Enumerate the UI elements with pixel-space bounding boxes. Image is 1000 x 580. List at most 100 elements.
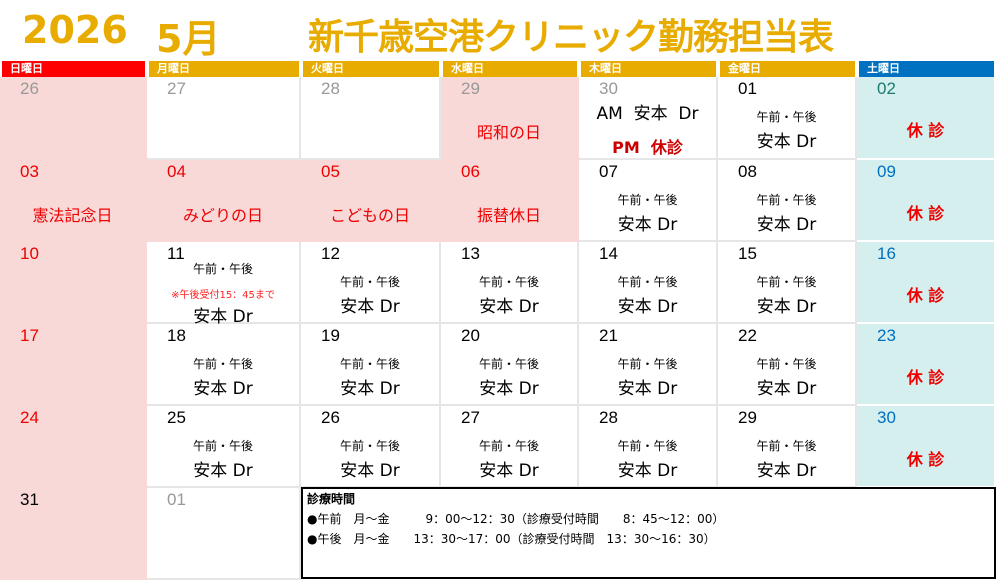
day-number: 07 <box>599 162 618 181</box>
day-cell: 28 <box>301 77 441 160</box>
day-cell: 23 休 診 <box>857 324 996 406</box>
doctor-name: 安本 Dr <box>479 297 539 317</box>
doctor-name: 安本 Dr <box>340 461 400 481</box>
closed-label: 休 診 <box>906 368 945 387</box>
shift-label: 午前・午後 <box>756 275 817 289</box>
day-number: 28 <box>321 79 340 98</box>
doctor-name: 安本 Dr <box>193 307 253 327</box>
day-number: 22 <box>738 326 757 345</box>
day-number: 04 <box>167 162 186 181</box>
doctor-name: 安本 Dr <box>193 379 253 399</box>
doctor-name: 安本 Dr <box>340 379 400 399</box>
day-number: 15 <box>738 244 757 263</box>
day-number: 20 <box>461 326 480 345</box>
doctor-name: 安本 Dr <box>756 461 817 481</box>
weekday-header: 木曜日 <box>581 61 716 77</box>
weekday-header: 土曜日 <box>859 61 994 77</box>
day-number: 01 <box>738 79 757 98</box>
shift-label: 午前・午後 <box>617 193 678 207</box>
weekday-header: 火曜日 <box>303 61 439 77</box>
day-number: 25 <box>167 408 186 427</box>
day-number: 19 <box>321 326 340 345</box>
day-number: 11 <box>167 244 185 263</box>
day-cell: 12 午前・午後安本 Dr <box>301 242 441 324</box>
shift-label: 午前・午後 <box>617 357 678 371</box>
shift-label: 午前・午後 <box>478 275 539 289</box>
shift-label: 午前・午後 <box>192 262 253 276</box>
holiday-label: こどもの日 <box>329 206 410 225</box>
holiday-label: みどりの日 <box>182 206 263 225</box>
shift-label: 午前・午後 <box>756 357 817 371</box>
day-cell: 05 こどもの日 <box>301 160 441 242</box>
day-cell: 08 午前・午後 安本 Dr <box>718 160 857 242</box>
day-cell: 27 <box>147 77 301 160</box>
closed-label: 休 診 <box>906 450 945 469</box>
day-cell: 18 午前・午後安本 Dr <box>147 324 301 406</box>
shift-label: 午前・午後 <box>617 275 678 289</box>
day-cell: 26 <box>0 77 147 160</box>
shift-label: 午前・午後 <box>617 439 678 453</box>
day-cell: 15 午前・午後安本 Dr <box>718 242 857 324</box>
day-number: 29 <box>461 79 480 98</box>
day-number: 13 <box>461 244 480 263</box>
doctor-name: 安本 Dr <box>756 215 817 235</box>
day-cell: 19 午前・午後安本 Dr <box>301 324 441 406</box>
day-cell: 27 午前・午後 安本 Dr <box>441 406 579 488</box>
day-number: 21 <box>599 326 618 345</box>
day-number: 30 <box>877 408 896 427</box>
doctor-name: 安本 Dr <box>756 297 817 317</box>
day-cell: 07 午前・午後安本 Dr <box>579 160 718 242</box>
day-number: 29 <box>738 408 757 427</box>
day-number: 14 <box>599 244 618 263</box>
day-number: 26 <box>20 79 39 98</box>
day-cell: 10 <box>0 242 147 324</box>
shift-label: 午前・午後 <box>339 357 400 371</box>
day-cell: 25 午前・午後 安本 Dr <box>147 406 301 488</box>
shift-label: 午前・午後 <box>478 357 539 371</box>
shift-label: 午前・午後 <box>478 439 539 453</box>
day-number: 28 <box>599 408 618 427</box>
doctor-name: 安本 Dr <box>193 461 253 481</box>
doctor-name: 安本 Dr <box>340 297 400 317</box>
day-number: 27 <box>167 79 186 98</box>
doctor-name: 安本 Dr <box>617 297 678 317</box>
day-cell: 20 午前・午後 安本 Dr <box>441 324 579 406</box>
day-number: 18 <box>167 326 186 345</box>
shift-label: 午前・午後 <box>339 275 400 289</box>
day-cell: 13 午前・午後安本 Dr <box>441 242 579 324</box>
clinic-hours-box: 診療時間 ●午前 月～金 9：00～12：30（診療受付時間 8：45～12：0… <box>301 487 996 579</box>
day-cell: 30 休 診 <box>857 406 996 488</box>
day-cell: 04 みどりの日 <box>147 160 301 242</box>
day-number: 08 <box>738 162 757 181</box>
day-number: 16 <box>877 244 896 263</box>
doctor-name: 安本 Dr <box>617 461 678 481</box>
day-cell: 17 <box>0 324 147 406</box>
day-number: 27 <box>461 408 480 427</box>
shift-label: 午前・午後 <box>192 357 253 371</box>
clinic-hours-title: 診療時間 <box>307 492 356 506</box>
day-number: 26 <box>321 408 340 427</box>
day-number: 06 <box>461 162 480 181</box>
day-number: 10 <box>20 244 39 263</box>
clinic-hours-pm: ●午後 月～金 13：30～17：00（診療受付時間 13：30～16：30） <box>307 532 716 546</box>
pm-closed: PM 休診 <box>612 138 683 157</box>
day-cell: 31 <box>0 488 147 580</box>
day-cell: 11 午前・午後 ※午後受付15：45まで 安本 Dr <box>147 242 301 327</box>
day-cell: 01 <box>147 488 301 580</box>
shift-label: 午前・午後 <box>339 439 400 453</box>
clinic-hours-am: ●午前 月～金 9：00～12：30（診療受付時間 8：45～12：00） <box>307 512 725 526</box>
day-number: 30 <box>599 79 618 98</box>
calendar-year: 2026 <box>22 8 128 52</box>
weekday-header: 月曜日 <box>149 61 299 77</box>
day-number: 31 <box>20 490 39 509</box>
day-cell: 01 午前・午後 安本 Dr <box>718 77 857 160</box>
weekday-header: 日曜日 <box>2 61 145 77</box>
day-number: 12 <box>321 244 340 263</box>
closed-label: 休 診 <box>906 204 945 223</box>
day-cell: 29 昭和の日 <box>441 77 579 160</box>
doctor-name: 安本 Dr <box>617 215 678 235</box>
am-doctor: AM 安本 Dr <box>596 104 699 124</box>
doctor-name: 安本 Dr <box>617 379 678 399</box>
day-cell: 28 午前・午後安本 Dr <box>579 406 718 488</box>
doctor-name: 安本 Dr <box>756 132 817 152</box>
